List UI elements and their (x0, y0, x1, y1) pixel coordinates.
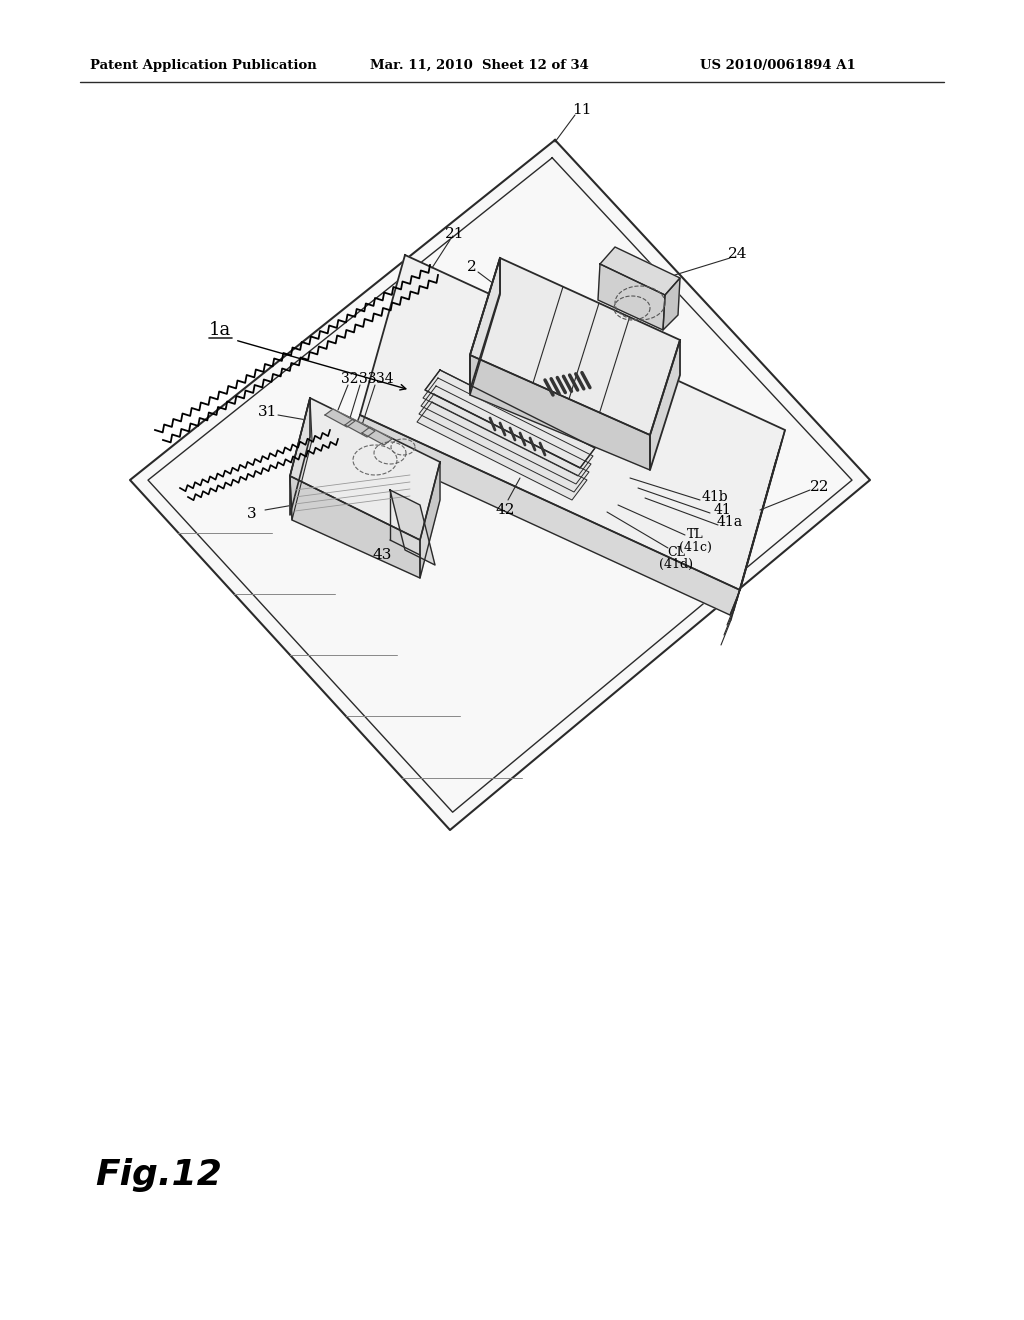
Text: 2: 2 (467, 260, 477, 275)
Text: 42: 42 (496, 503, 515, 517)
Text: 33: 33 (359, 372, 377, 385)
Polygon shape (290, 477, 420, 578)
Polygon shape (290, 399, 312, 520)
Polygon shape (421, 385, 591, 484)
Text: (41d): (41d) (659, 557, 693, 570)
Polygon shape (470, 257, 500, 389)
Polygon shape (360, 255, 785, 590)
Text: CL: CL (667, 545, 685, 558)
Polygon shape (470, 257, 680, 436)
Polygon shape (420, 462, 440, 578)
Polygon shape (650, 341, 680, 470)
Text: 31: 31 (258, 405, 278, 418)
Text: 24: 24 (728, 247, 748, 261)
Text: 34: 34 (376, 372, 394, 385)
Text: (41c): (41c) (679, 540, 712, 553)
Text: Patent Application Publication: Patent Application Publication (90, 58, 316, 71)
Polygon shape (470, 257, 500, 395)
Polygon shape (345, 418, 375, 437)
Polygon shape (350, 414, 740, 615)
Polygon shape (598, 264, 665, 330)
Polygon shape (600, 247, 680, 294)
Polygon shape (425, 370, 595, 469)
Text: TL: TL (687, 528, 703, 541)
Text: 41: 41 (713, 503, 731, 517)
Polygon shape (470, 355, 650, 470)
Text: 1a: 1a (209, 321, 231, 339)
Text: 3: 3 (247, 507, 257, 521)
Polygon shape (290, 399, 310, 515)
Polygon shape (325, 409, 355, 426)
Polygon shape (663, 279, 680, 330)
Text: Mar. 11, 2010  Sheet 12 of 34: Mar. 11, 2010 Sheet 12 of 34 (370, 58, 589, 71)
Text: 11: 11 (572, 103, 592, 117)
Text: US 2010/0061894 A1: US 2010/0061894 A1 (700, 58, 856, 71)
Text: 43: 43 (373, 548, 392, 562)
Text: 41a: 41a (717, 515, 743, 529)
Text: Fig.12: Fig.12 (95, 1158, 222, 1192)
Text: 21: 21 (445, 227, 465, 242)
Polygon shape (390, 490, 435, 565)
Polygon shape (417, 403, 587, 500)
Polygon shape (423, 378, 593, 477)
Text: 32: 32 (341, 372, 358, 385)
Polygon shape (290, 399, 440, 540)
Polygon shape (362, 426, 392, 445)
Text: 41b: 41b (701, 490, 728, 504)
Polygon shape (425, 370, 595, 469)
Text: 22: 22 (810, 480, 829, 494)
Polygon shape (130, 140, 870, 830)
Polygon shape (419, 393, 589, 492)
